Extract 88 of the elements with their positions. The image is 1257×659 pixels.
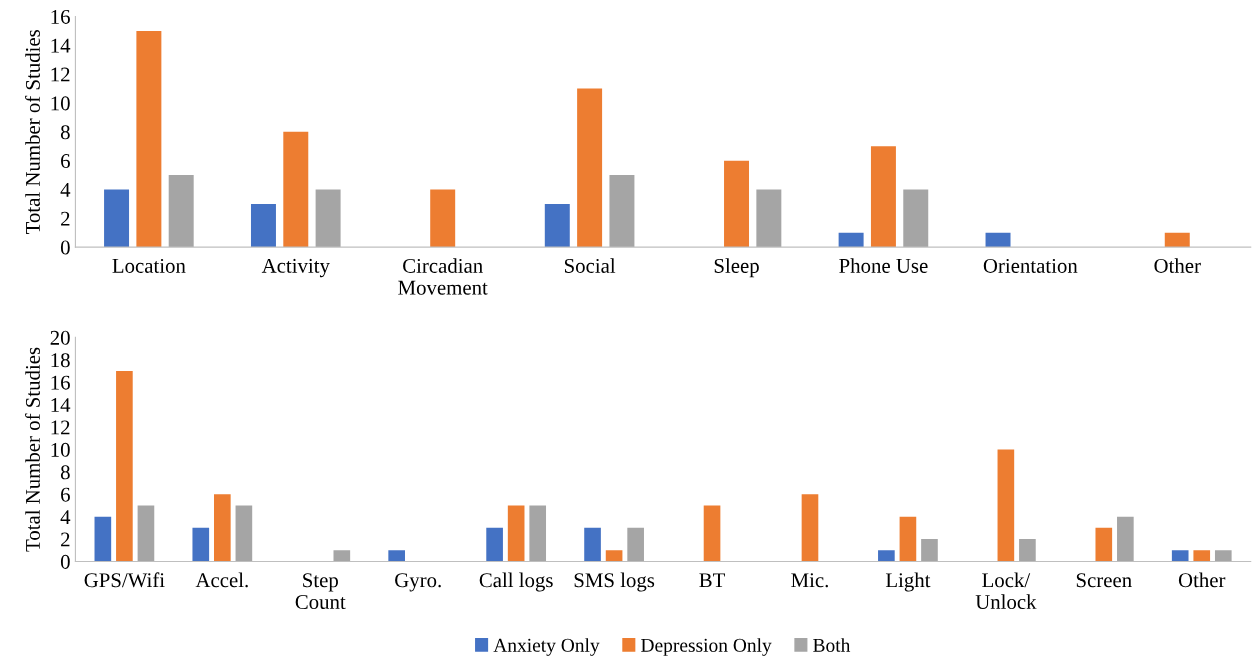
y-tick-label: 4 [60,182,71,197]
bar [486,527,503,562]
bar [997,449,1015,562]
y-tick-label: 14 [51,398,71,412]
bar [703,505,721,562]
bar [577,88,603,248]
y-tick-label: 0 [60,240,70,255]
bar [235,505,253,562]
y-tick-label: 10 [51,442,70,457]
x-tick-label: Orientation [983,258,1078,273]
bar [1117,516,1134,562]
x-tick-label: Social [564,258,616,273]
bar [584,527,601,562]
y-axis-title: Total Number of Studies [25,30,40,234]
bar [333,550,351,562]
bar [801,494,819,562]
x-tick-label: Activity [261,258,330,278]
y-tick-label: 8 [60,465,70,480]
legend-label: Both [813,638,851,652]
bar [838,232,864,248]
bar [1214,550,1232,562]
legend-label: Depression Only [641,638,772,656]
x-tick-label: Step Count [295,573,346,610]
bar [870,146,896,248]
bar [507,505,525,562]
y-tick-label: 6 [61,487,70,502]
bar [724,160,750,248]
bar [878,550,895,562]
bar [1019,539,1036,562]
bar [899,516,917,562]
y-tick-label: 16 [51,9,70,24]
bar [94,516,112,562]
x-tick-label: Accel. [195,572,248,588]
y-tick-label: 16 [51,375,70,390]
y-tick-label: 2 [61,532,70,547]
bar [104,189,130,248]
bar [605,550,623,562]
bar [1095,527,1113,562]
bar [1193,550,1211,562]
y-tick-label: 12 [51,420,70,435]
legend-label: Anxiety Only [493,638,600,656]
bar [903,189,929,248]
bar [1164,232,1190,248]
bar [529,505,547,562]
x-tick-label: Other [1154,258,1201,273]
x-tick-label: SMS logs [574,572,655,592]
bar [544,203,570,248]
y-tick-label: 10 [51,96,70,111]
y-tick-label: 12 [51,67,70,82]
x-tick-label: Light [885,572,931,592]
bar [168,175,194,248]
x-tick-label: Sleep [714,258,759,278]
y-axis-title: Total Number of Studies [25,347,40,552]
bar [921,539,938,562]
x-tick-label: Lock/ Unlock [975,572,1037,610]
x-tick-label: Location [112,258,186,273]
x-tick-label: Screen [1076,573,1132,588]
bar [116,371,133,562]
y-tick-label: 14 [51,38,71,53]
x-tick-label: Call logs [479,572,553,592]
bar [985,232,1011,248]
bar [627,527,644,562]
y-tick-label: 4 [60,510,71,524]
bar [388,550,405,562]
y-tick-label: 20 [50,330,70,345]
bar [430,189,456,248]
x-tick-label: Circadian Movement [398,258,488,295]
bar [1171,550,1189,562]
bar [609,175,635,248]
x-tick-label: Phone Use [839,258,928,273]
x-tick-label: Other [1178,572,1226,588]
y-tick-label: 8 [60,125,70,140]
bar [136,30,162,248]
bar [315,189,341,248]
bar [283,131,309,248]
bar [756,189,782,248]
x-tick-label: GPS/Wifi [84,572,165,588]
y-tick-label: 6 [61,154,70,169]
x-tick-label: Gyro. [395,573,441,592]
x-tick-label: BT [699,573,725,588]
bar [192,527,210,562]
y-tick-label: 2 [61,211,70,226]
bar [137,505,155,562]
y-tick-label: 18 [51,353,70,368]
bar [214,494,231,562]
x-tick-label: Mic. [791,573,828,588]
y-tick-label: 0 [60,554,70,569]
bar [250,203,276,248]
